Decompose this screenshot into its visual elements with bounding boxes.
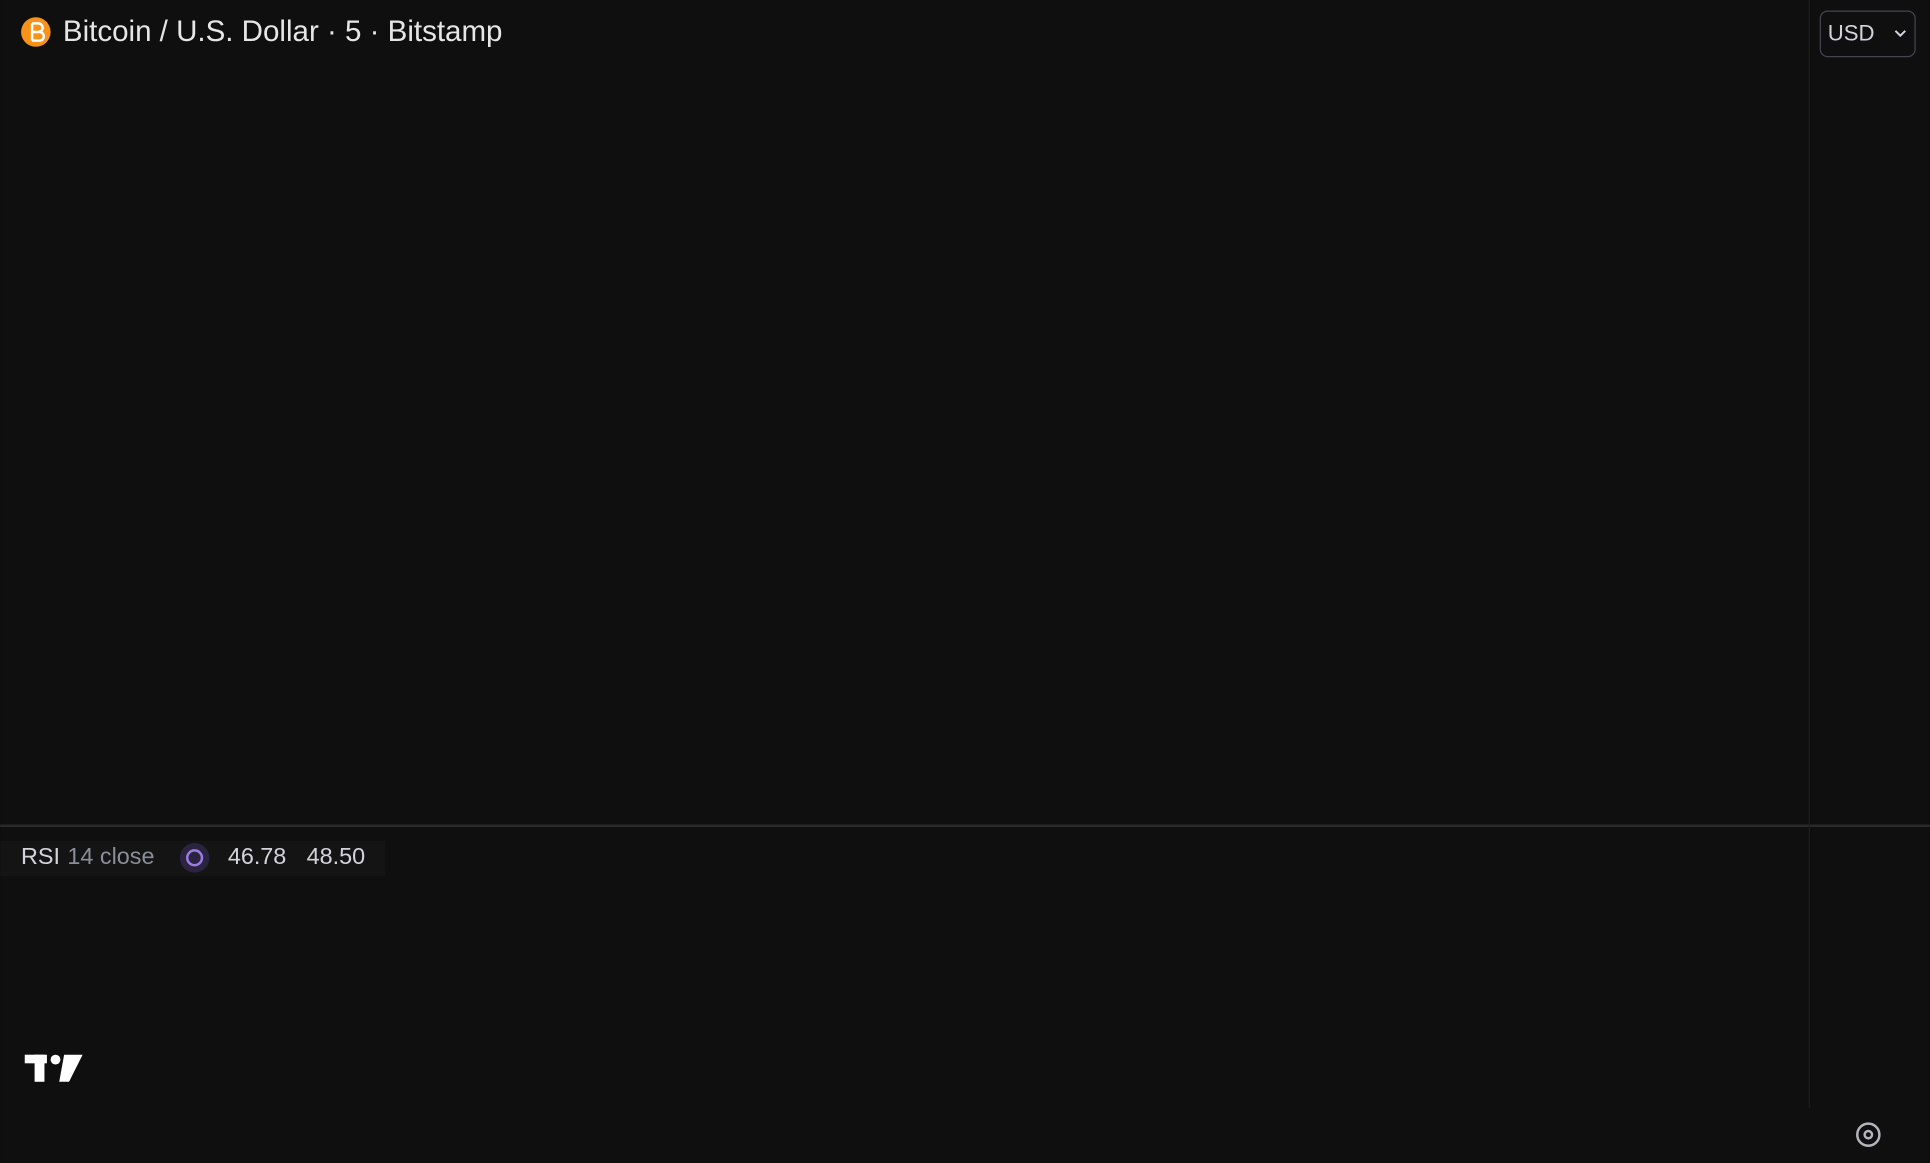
rsi-icon-ring — [185, 849, 204, 867]
logo-part — [50, 1054, 61, 1065]
settings-icon-core — [1863, 1129, 1874, 1140]
rsi-name: RSI — [21, 843, 60, 869]
rsi-value: 46.78 — [228, 843, 286, 869]
settings-icon[interactable] — [1856, 1122, 1881, 1148]
logo — [24, 1054, 83, 1082]
logo-part — [59, 1054, 83, 1082]
rsi-ma-value: 48.50 — [307, 843, 366, 869]
rsi-params: 14 close — [67, 843, 154, 869]
logo-part — [34, 1054, 45, 1082]
symbol-title: Bitcoin / U.S. Dollar · 5 · Bitstamp — [63, 15, 503, 48]
rsi-icon — [179, 843, 210, 873]
rsi-legend: RSI 14 close — [21, 843, 154, 869]
currency-label[interactable]: USD — [1828, 20, 1875, 45]
currency-button[interactable] — [1819, 10, 1916, 58]
symbol-glyph — [30, 22, 46, 42]
currency-chevron — [1894, 30, 1906, 38]
